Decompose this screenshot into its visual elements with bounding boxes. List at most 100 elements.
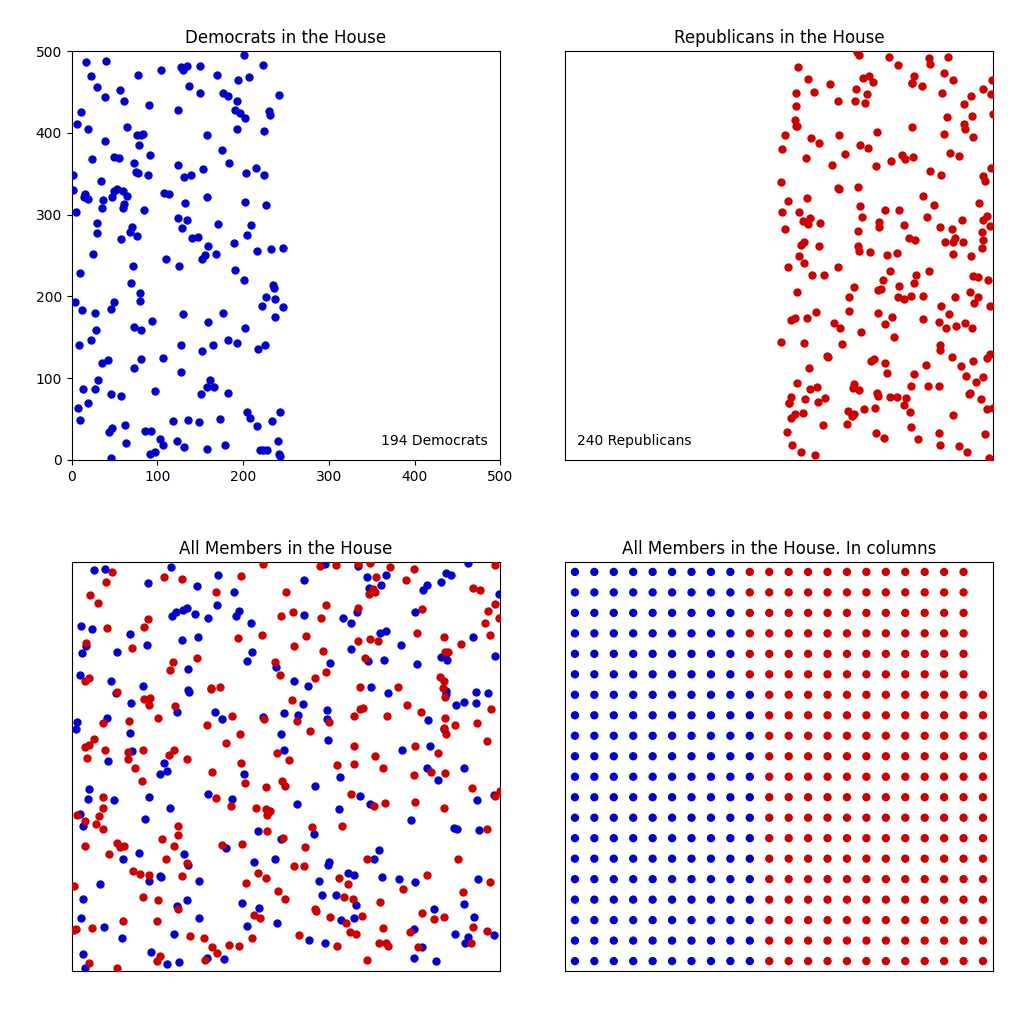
Point	[796, 335, 812, 352]
Point	[263, 240, 280, 257]
Point	[819, 932, 836, 948]
Point	[78, 635, 94, 651]
Point	[856, 401, 872, 417]
Point	[786, 406, 803, 422]
Point	[447, 697, 464, 713]
Point	[702, 585, 719, 601]
Point	[142, 423, 159, 439]
Point	[799, 310, 815, 326]
Point	[625, 666, 641, 683]
Point	[297, 839, 313, 855]
Point	[566, 666, 583, 683]
Point	[702, 932, 719, 948]
Point	[236, 272, 252, 288]
Point	[258, 779, 274, 795]
Point	[975, 891, 991, 908]
Point	[945, 72, 962, 88]
Point	[210, 566, 226, 583]
Point	[269, 745, 286, 761]
Point	[190, 414, 207, 430]
Point	[858, 564, 874, 580]
Point	[878, 728, 894, 744]
Point	[141, 690, 158, 706]
Point	[125, 864, 141, 880]
Point	[374, 869, 390, 885]
Point	[479, 923, 496, 939]
Point	[189, 577, 206, 594]
Point	[664, 625, 680, 642]
Point	[237, 775, 253, 791]
Point	[87, 381, 103, 398]
Point	[858, 912, 874, 928]
Point	[259, 824, 275, 840]
Point	[800, 625, 816, 642]
Point	[897, 850, 913, 867]
Point	[858, 748, 874, 764]
Point	[156, 755, 172, 772]
Point	[286, 673, 302, 690]
Point	[977, 426, 993, 443]
Point	[741, 830, 758, 846]
Point	[819, 707, 836, 724]
Point	[135, 678, 152, 694]
Point	[314, 643, 331, 659]
Point	[839, 625, 855, 642]
Point	[802, 210, 818, 226]
Point	[975, 728, 991, 744]
Point	[78, 638, 94, 654]
Point	[936, 769, 952, 785]
Point	[123, 640, 139, 656]
Point	[861, 244, 878, 261]
Point	[916, 564, 933, 580]
Point	[982, 218, 998, 234]
Point	[361, 579, 378, 596]
Point	[178, 213, 195, 229]
Point	[905, 366, 922, 382]
Point	[286, 857, 302, 874]
Point	[456, 760, 472, 777]
Point	[258, 289, 274, 306]
Point	[761, 707, 777, 724]
Point	[878, 809, 894, 826]
Point	[664, 585, 680, 601]
Point	[566, 564, 583, 580]
Point	[306, 826, 323, 842]
Point	[974, 81, 990, 97]
Point	[788, 284, 805, 300]
Point	[359, 851, 376, 868]
Point	[914, 288, 931, 305]
Point	[251, 899, 267, 916]
Point	[722, 625, 738, 642]
Point	[269, 915, 286, 931]
Point	[605, 605, 622, 621]
Point	[68, 203, 84, 220]
Point	[237, 320, 253, 336]
Point	[741, 564, 758, 580]
Point	[780, 830, 797, 846]
Point	[167, 698, 183, 714]
Point	[485, 787, 502, 803]
Point	[851, 242, 867, 259]
Point	[878, 666, 894, 683]
Point	[426, 901, 442, 918]
Point	[906, 232, 923, 248]
Point	[910, 430, 927, 447]
Point	[803, 130, 819, 146]
Point	[644, 830, 660, 846]
Point	[115, 183, 131, 199]
Point	[455, 884, 471, 900]
Point	[780, 809, 797, 826]
Point	[914, 188, 931, 204]
Point	[683, 748, 699, 764]
Point	[702, 646, 719, 662]
Point	[702, 789, 719, 805]
Point	[683, 646, 699, 662]
Point	[819, 564, 836, 580]
Point	[308, 902, 325, 919]
Point	[808, 304, 824, 320]
Point	[334, 818, 350, 834]
Point	[741, 585, 758, 601]
Point	[683, 687, 699, 703]
Point	[683, 912, 699, 928]
Point	[435, 629, 452, 645]
